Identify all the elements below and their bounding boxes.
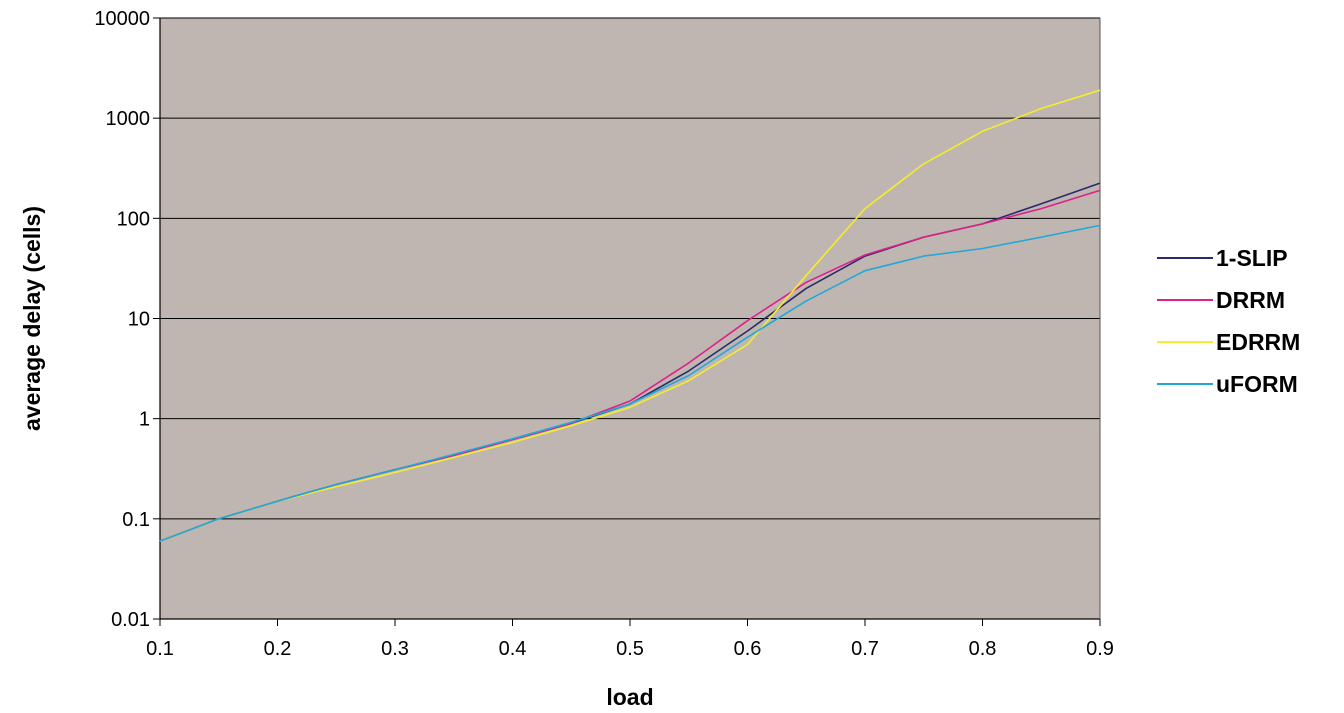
axes [159,18,1101,626]
x-tick-label: 0.7 [851,638,879,660]
series-lines [159,89,1101,542]
x-tick-label: 0.6 [734,638,762,660]
legend-item: EDRRM [1157,329,1300,355]
y-tick-label: 0.01 [111,609,150,631]
y-tick-label: 1000 [106,108,151,130]
y-tick-labels: 0.01 0.1 1 10 100 1000 10000 [94,8,150,631]
x-tick-label: 0.4 [499,638,527,660]
legend-label: 1-SLIP [1216,245,1288,271]
x-axis-title: load [606,684,653,710]
legend-label: uFORM [1216,371,1298,397]
y-tick-label: 10000 [94,8,150,30]
legend-item: DRRM [1157,287,1285,313]
x-tick-label: 0.5 [616,638,644,660]
legend-item: 1-SLIP [1157,245,1288,271]
legend-item: uFORM [1157,371,1298,397]
x-tick-label: 0.3 [381,638,409,660]
legend: 1-SLIP DRRM EDRRM uFORM [1157,245,1300,397]
y-tick-label: 100 [117,208,150,230]
series-line-edrrm [159,89,1101,542]
y-tick-label: 10 [128,309,150,331]
x-tick-label: 0.9 [1086,638,1114,660]
series-line-uform [159,224,1101,542]
y-tick-label: 1 [139,409,150,431]
x-tick-label: 0.1 [146,638,174,660]
x-tick-label: 0.8 [969,638,997,660]
legend-label: DRRM [1216,287,1285,313]
y-tick-label: 0.1 [122,509,150,531]
x-tick-label: 0.2 [264,638,292,660]
x-tick-labels: 0.1 0.2 0.3 0.4 0.5 0.6 0.7 0.8 0.9 [146,638,1114,660]
y-axis-title: average delay (cells) [19,206,45,431]
legend-label: EDRRM [1216,329,1300,355]
